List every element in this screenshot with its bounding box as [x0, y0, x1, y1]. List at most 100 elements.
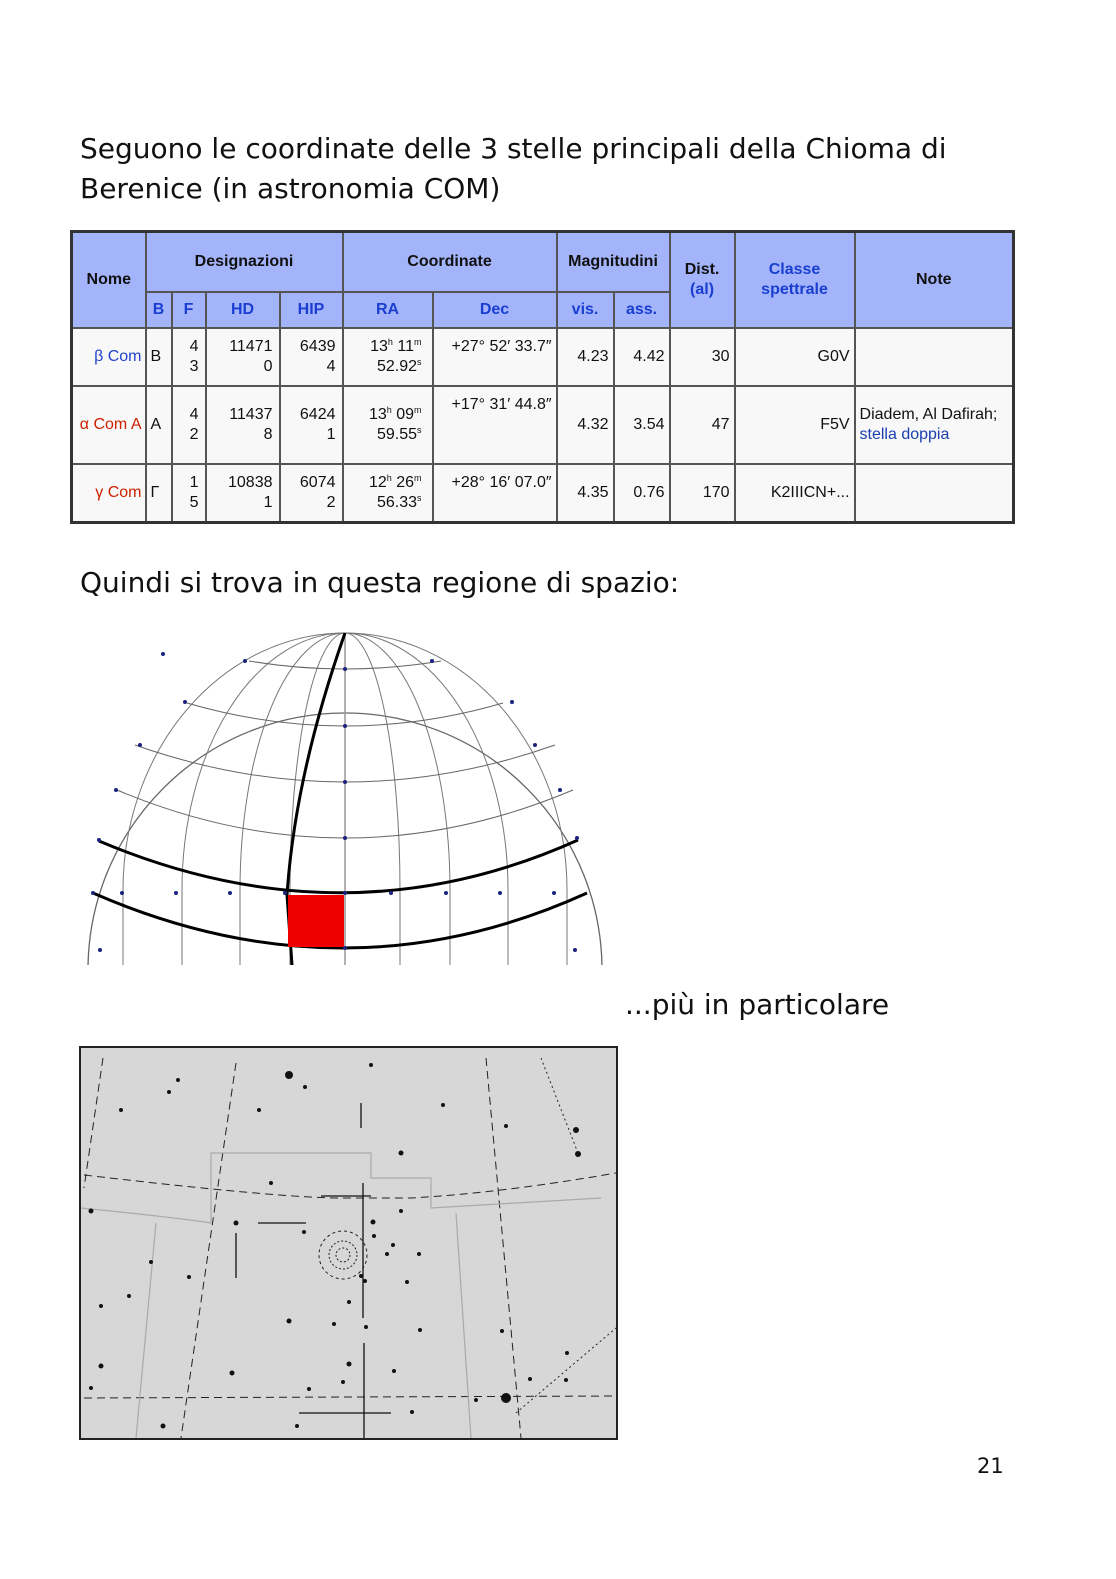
star-dot [417, 1252, 421, 1256]
star-dot [233, 1220, 239, 1226]
header-dec[interactable]: Dec [431, 290, 558, 329]
header-nome: Nome [70, 230, 147, 329]
abs-mag-cell: 0.76 [612, 462, 671, 524]
header-ass[interactable]: ass. [612, 290, 671, 329]
page-number: 21 [977, 1454, 1004, 1478]
star-dot [372, 1234, 376, 1238]
sphere-point [97, 838, 101, 842]
distance-cell: 30 [668, 326, 736, 387]
abs-mag-cell: 4.42 [612, 326, 671, 387]
meridian-line [344, 632, 401, 965]
sphere-point [343, 891, 347, 895]
cluster-marker [328, 1240, 358, 1270]
header-classe-link[interactable]: Classe spettrale [733, 230, 856, 329]
dec-cell: +28° 16′ 07.0″ [431, 462, 558, 524]
star-dot [410, 1410, 414, 1414]
sphere-point [174, 891, 178, 895]
sphere-point [343, 946, 347, 950]
bold-parallel-lower [92, 891, 588, 950]
bayer-cell: Γ [144, 462, 173, 524]
star-name-link[interactable]: γ Com [70, 462, 147, 524]
spectral-class-cell: G0V [733, 326, 856, 387]
sphere-point [120, 891, 124, 895]
star-dot [418, 1328, 422, 1332]
star-dot [229, 1370, 235, 1376]
header-b[interactable]: B [144, 290, 173, 329]
header-vis[interactable]: vis. [555, 290, 615, 329]
table-row: α Com A A 42 114378 64241 13h 09m 59.55s +17° … [70, 384, 1015, 465]
star-dot [369, 1063, 373, 1067]
star-dot [398, 1150, 404, 1156]
meridian-line [122, 632, 346, 965]
hip-cell: 60742 [278, 462, 344, 524]
grid-line [135, 1222, 157, 1438]
star-name-link[interactable]: β Com [70, 326, 147, 387]
constellation-boundary [83, 1172, 616, 1199]
star-dot [347, 1300, 351, 1304]
cluster-marker [318, 1230, 368, 1280]
sphere-point [343, 780, 347, 784]
dist-unit-link[interactable]: (al) [690, 280, 715, 298]
ra-minutes: 11 [397, 337, 414, 355]
note-link[interactable]: stella doppia [859, 425, 950, 443]
meridian-line [344, 632, 509, 965]
header-f[interactable]: F [170, 290, 207, 329]
star-dot [167, 1090, 171, 1094]
star-dot [295, 1424, 299, 1428]
star-name-link[interactable]: α Com A [70, 384, 147, 465]
bold-meridian [285, 632, 347, 965]
vis-mag-cell: 4.35 [555, 462, 615, 524]
sphere-point [573, 948, 577, 952]
constellation-boundary [83, 1057, 104, 1189]
star-dot [269, 1181, 273, 1185]
star-dot [160, 1423, 166, 1429]
sphere-point [138, 743, 142, 747]
hd-cell: 114710 [204, 326, 281, 387]
star-dot [363, 1279, 367, 1283]
ra-cell: 13h 11m 52.92s [341, 326, 434, 387]
dec-cell: +17° 31′ 44.8″ [431, 384, 558, 465]
sphere-point [114, 788, 118, 792]
star-dot [399, 1209, 403, 1213]
unit-m: m [414, 404, 422, 415]
sphere-point [498, 891, 502, 895]
note-cell: Diadem, Al Dafirah; stella doppia [853, 384, 1015, 465]
header-note: Note [853, 230, 1015, 329]
sphere-point [444, 891, 448, 895]
sphere-point [161, 652, 165, 656]
spectral-class-cell: K2IIICN+... [733, 462, 856, 524]
star-dot [370, 1219, 376, 1225]
bayer-cell: A [144, 384, 173, 465]
sphere-point [558, 788, 562, 792]
star-dot [286, 1318, 292, 1324]
sphere-point [283, 891, 287, 895]
star-dot [385, 1252, 389, 1256]
star-dot [341, 1380, 345, 1384]
star-dot [575, 1151, 581, 1157]
star-dot [565, 1351, 569, 1355]
star-dot [501, 1393, 511, 1403]
ra-minutes: 09 [396, 405, 414, 423]
header-hip[interactable]: HIP [278, 290, 344, 329]
star-dot [149, 1260, 153, 1264]
star-dot [187, 1275, 191, 1279]
header-ra[interactable]: RA [341, 290, 434, 329]
sphere-grid [87, 632, 603, 965]
table-row: γ Com Γ 15 108381 60742 12h 26m 56.33s +28° 16… [70, 462, 1015, 524]
sphere-point [183, 700, 187, 704]
sphere-point [343, 836, 347, 840]
constellation-boundary [180, 1062, 237, 1438]
vis-mag-cell: 4.32 [555, 384, 615, 465]
unit-s: s [417, 424, 422, 435]
star-dot [528, 1377, 532, 1381]
ra-cell: 12h 26m 56.33s [341, 462, 434, 524]
star-dot [359, 1274, 363, 1278]
distance-cell: 170 [668, 462, 736, 524]
star-dot [307, 1387, 311, 1391]
note-cell [853, 326, 1015, 387]
header-hd[interactable]: HD [204, 290, 281, 329]
bayer-cell: B [144, 326, 173, 387]
dist-label: Dist. [684, 260, 720, 278]
asterism-line [515, 1057, 616, 1414]
spectral-class-cell: F5V [733, 384, 856, 465]
